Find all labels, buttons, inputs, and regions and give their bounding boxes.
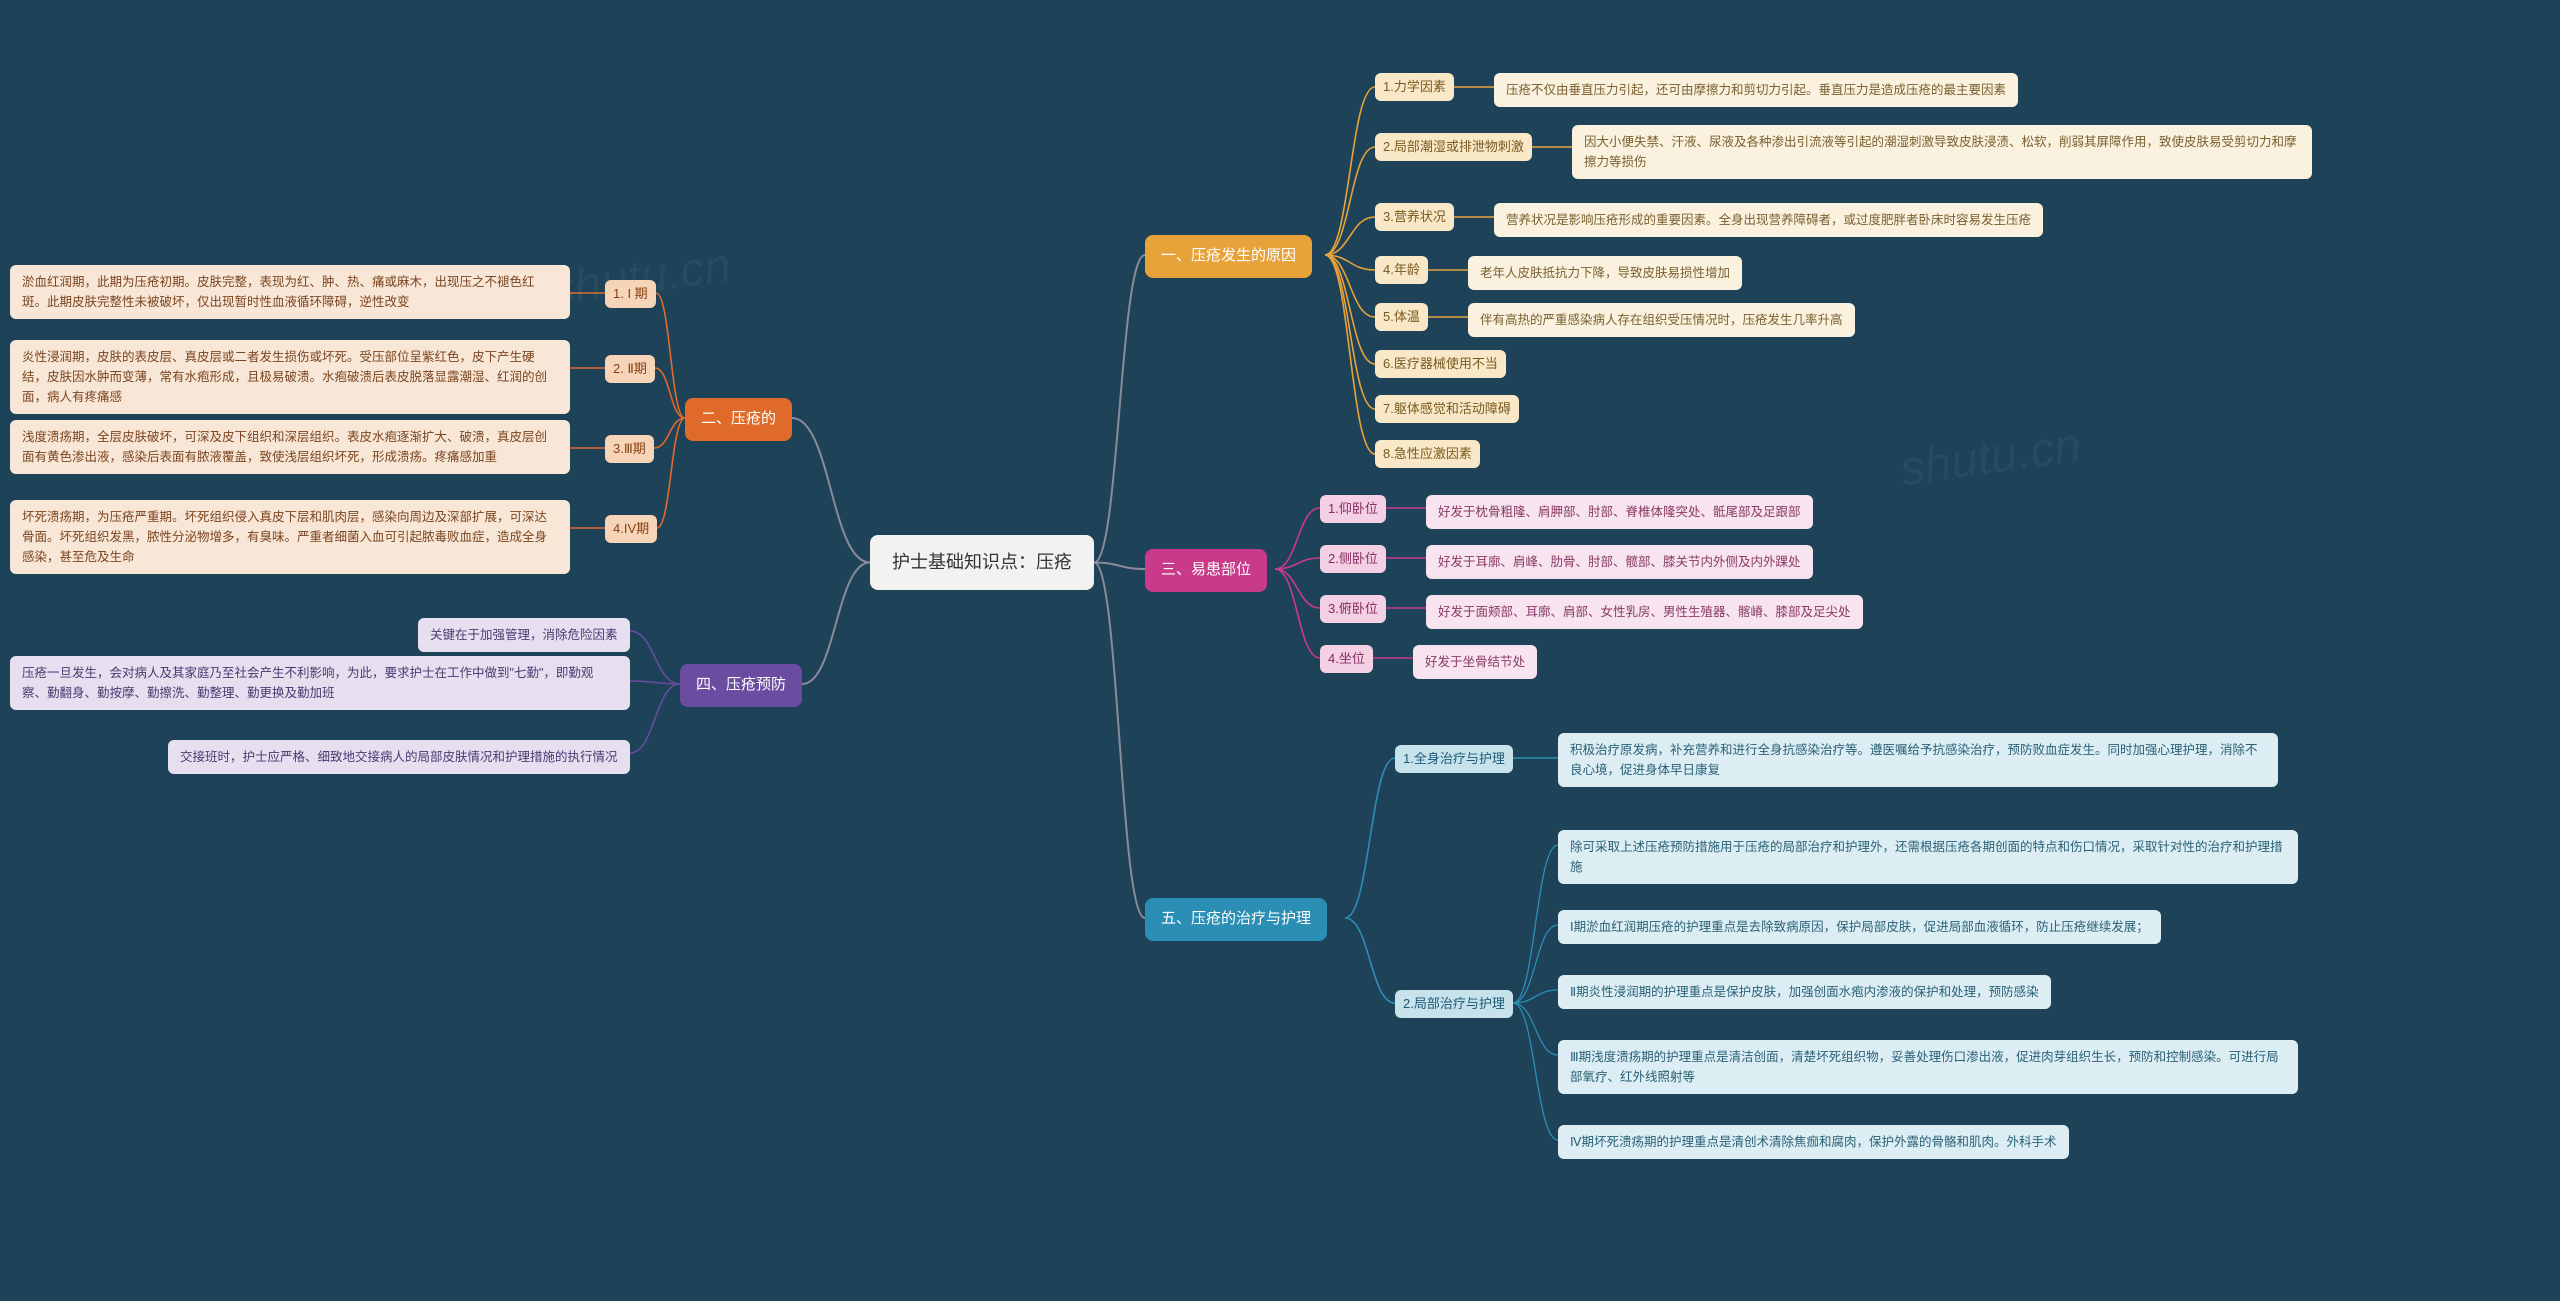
sub-node: 3.俯卧位	[1320, 595, 1386, 623]
leaf-node: 积极治疗原发病，补充营养和进行全身抗感染治疗等。遵医嘱给予抗感染治疗，预防败血症…	[1558, 733, 2278, 787]
sub-node: 6.医疗器械使用不当	[1375, 350, 1506, 378]
leaf-node: 好发于枕骨粗隆、肩胛部、肘部、脊椎体隆突处、骶尾部及足跟部	[1426, 495, 1813, 529]
sub-node: 1.仰卧位	[1320, 495, 1386, 523]
sub-node: 5.体温	[1375, 303, 1428, 331]
branch-prevention: 四、压疮预防	[680, 664, 802, 707]
leaf-node: 交接班时，护士应严格、细致地交接病人的局部皮肤情况和护理措施的执行情况	[168, 740, 630, 774]
sub-node: 8.急性应激因素	[1375, 440, 1480, 468]
leaf-node: 除可采取上述压疮预防措施用于压疮的局部治疗和护理外，还需根据压疮各期创面的特点和…	[1558, 830, 2298, 884]
sub-node: 4.坐位	[1320, 645, 1373, 673]
branch-locations: 三、易患部位	[1145, 549, 1267, 592]
leaf-node: 关键在于加强管理，消除危险因素	[418, 618, 630, 652]
leaf-node: Ⅲ期浅度溃疡期的护理重点是清洁创面，清楚坏死组织物，妥善处理伤口渗出液，促进肉芽…	[1558, 1040, 2298, 1094]
sub-node: 2. Ⅱ期	[605, 355, 655, 383]
branch-causes: 一、压疮发生的原因	[1145, 235, 1312, 278]
leaf-node: 好发于面颊部、耳廓、肩部、女性乳房、男性生殖器、髂嵴、膝部及足尖处	[1426, 595, 1863, 629]
leaf-node: 压疮一旦发生，会对病人及其家庭乃至社会产生不利影响，为此，要求护士在工作中做到"…	[10, 656, 630, 710]
leaf-node: 炎性浸润期，皮肤的表皮层、真皮层或二者发生损伤或坏死。受压部位呈紫红色，皮下产生…	[10, 340, 570, 414]
leaf-node: 好发于坐骨结节处	[1413, 645, 1537, 679]
sub-node: 1. I 期	[605, 280, 656, 308]
leaf-node: 老年人皮肤抵抗力下降，导致皮肤易损性增加	[1468, 256, 1742, 290]
leaf-node: 伴有高热的严重感染病人存在组织受压情况时，压疮发生几率升高	[1468, 303, 1855, 337]
sub-node: 4.IV期	[605, 515, 657, 543]
sub-node: 1.力学因素	[1375, 73, 1454, 101]
sub-node: 3.Ⅲ期	[605, 435, 654, 463]
sub-node: 1.全身治疗与护理	[1395, 745, 1513, 773]
leaf-node: 坏死溃疡期，为压疮严重期。坏死组织侵入真皮下层和肌肉层，感染向周边及深部扩展，可…	[10, 500, 570, 574]
sub-node: 4.年龄	[1375, 256, 1428, 284]
root-node: 护士基础知识点：压疮	[870, 535, 1094, 590]
branch-stages: 二、压疮的	[685, 398, 792, 441]
leaf-node: Ⅳ期坏死溃疡期的护理重点是清创术清除焦痂和腐肉，保护外露的骨骼和肌肉。外科手术	[1558, 1125, 2069, 1159]
sub-node: 2.局部潮湿或排泄物刺激	[1375, 133, 1532, 161]
leaf-node: 营养状况是影响压疮形成的重要因素。全身出现营养障碍者，或过度肥胖者卧床时容易发生…	[1494, 203, 2043, 237]
sub-node: 2.局部治疗与护理	[1395, 990, 1513, 1018]
leaf-node: Ⅰ期淤血红润期压疮的护理重点是去除致病原因，保护局部皮肤，促进局部血液循环，防止…	[1558, 910, 2161, 944]
branch-treatment: 五、压疮的治疗与护理	[1145, 898, 1327, 941]
leaf-node: 淤血红润期，此期为压疮初期。皮肤完整，表现为红、肿、热、痛或麻木，出现压之不褪色…	[10, 265, 570, 319]
leaf-node: Ⅱ期炎性浸润期的护理重点是保护皮肤，加强创面水疱内渗液的保护和处理，预防感染	[1558, 975, 2051, 1009]
leaf-node: 因大小便失禁、汗液、尿液及各种渗出引流液等引起的潮湿刺激导致皮肤浸渍、松软，削弱…	[1572, 125, 2312, 179]
watermark: shutu.cn	[1897, 418, 2084, 498]
leaf-node: 浅度溃疡期，全层皮肤破坏，可深及皮下组织和深层组织。表皮水疱逐渐扩大、破溃，真皮…	[10, 420, 570, 474]
sub-node: 2.侧卧位	[1320, 545, 1386, 573]
sub-node: 7.躯体感觉和活动障碍	[1375, 395, 1519, 423]
leaf-node: 好发于耳廓、肩峰、肋骨、肘部、髋部、膝关节内外侧及内外踝处	[1426, 545, 1813, 579]
leaf-node: 压疮不仅由垂直压力引起，还可由摩擦力和剪切力引起。垂直压力是造成压疮的最主要因素	[1494, 73, 2018, 107]
sub-node: 3.营养状况	[1375, 203, 1454, 231]
